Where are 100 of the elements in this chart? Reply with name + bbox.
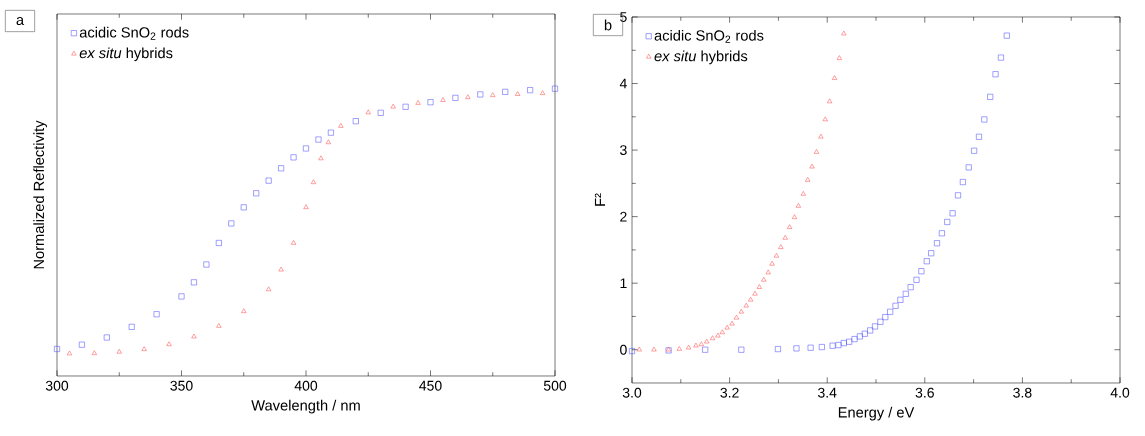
y-tick-label: 5 — [620, 12, 627, 22]
point — [934, 240, 940, 247]
point — [774, 346, 781, 352]
point — [787, 224, 793, 229]
text: a — [16, 16, 25, 26]
point — [791, 214, 798, 219]
point — [887, 308, 894, 315]
legend-label: ex situ hybrids — [79, 47, 173, 62]
point — [938, 230, 945, 237]
point — [818, 344, 825, 350]
x-axis-title: Energy / eV — [838, 406, 915, 421]
point — [897, 296, 904, 303]
point — [733, 314, 740, 320]
point — [327, 129, 334, 136]
point — [452, 94, 459, 101]
point — [795, 203, 801, 208]
point — [377, 109, 384, 116]
point — [892, 302, 899, 309]
point — [822, 116, 828, 122]
point — [813, 149, 820, 154]
point — [738, 308, 744, 314]
point — [290, 240, 297, 245]
x-tick-label: 350 — [170, 380, 193, 391]
point — [971, 147, 978, 154]
point — [310, 179, 317, 184]
point — [303, 204, 309, 209]
point — [872, 323, 878, 330]
x-tick-label: 4.0 — [1110, 387, 1130, 398]
point — [216, 323, 222, 328]
point — [240, 204, 247, 211]
point — [729, 320, 735, 326]
point — [303, 145, 309, 152]
y-axis-title: F² — [594, 193, 606, 206]
point — [365, 109, 371, 115]
point — [338, 123, 344, 128]
point — [918, 268, 925, 275]
point — [861, 330, 868, 337]
point — [769, 260, 775, 266]
x-tick-label: 3.0 — [622, 387, 642, 398]
point — [856, 333, 863, 340]
point — [1003, 32, 1010, 39]
point — [882, 314, 889, 321]
point — [835, 342, 842, 348]
point — [490, 92, 496, 97]
point — [709, 335, 716, 341]
point — [66, 350, 73, 356]
point — [928, 250, 935, 257]
x-tick-label: 3.2 — [720, 387, 739, 398]
point — [805, 177, 811, 182]
point — [325, 139, 331, 145]
point — [440, 97, 446, 102]
y-axis-title: Normalized Reflectivity — [33, 120, 47, 269]
point — [477, 91, 484, 98]
y-tick-label: 3 — [620, 145, 627, 156]
point — [719, 329, 725, 335]
text: b — [604, 19, 612, 31]
point — [907, 284, 914, 291]
point — [265, 177, 272, 184]
point — [103, 334, 110, 341]
point — [831, 75, 838, 80]
point — [552, 85, 558, 92]
point — [166, 341, 172, 346]
x-tick-label: 300 — [45, 380, 69, 391]
point — [765, 269, 771, 275]
point — [998, 54, 1004, 61]
point — [793, 345, 800, 352]
point — [415, 100, 421, 105]
legend-label: acidic SnO$_{2}$ rods — [654, 29, 764, 43]
point — [278, 266, 284, 272]
point — [807, 344, 814, 351]
point — [191, 333, 197, 339]
point — [756, 284, 762, 289]
point — [949, 210, 956, 217]
point — [800, 191, 806, 196]
point — [203, 261, 210, 268]
point — [955, 192, 961, 199]
point — [704, 338, 710, 344]
point — [178, 293, 185, 300]
point — [629, 348, 635, 354]
point — [761, 276, 767, 282]
point — [676, 346, 682, 351]
point — [698, 341, 704, 346]
point — [693, 342, 699, 348]
point — [965, 164, 972, 171]
point — [902, 290, 909, 297]
point — [636, 346, 642, 352]
y-tick-label: 0 — [620, 344, 627, 355]
point — [778, 244, 784, 249]
point — [743, 302, 749, 308]
point — [976, 133, 982, 140]
point — [539, 90, 546, 95]
point — [191, 279, 197, 286]
point — [390, 103, 396, 109]
point — [738, 346, 745, 353]
point — [818, 133, 824, 139]
point — [116, 348, 122, 354]
point — [253, 190, 260, 197]
x-tick-label: 400 — [294, 380, 318, 391]
point — [91, 350, 97, 355]
point — [352, 118, 359, 125]
